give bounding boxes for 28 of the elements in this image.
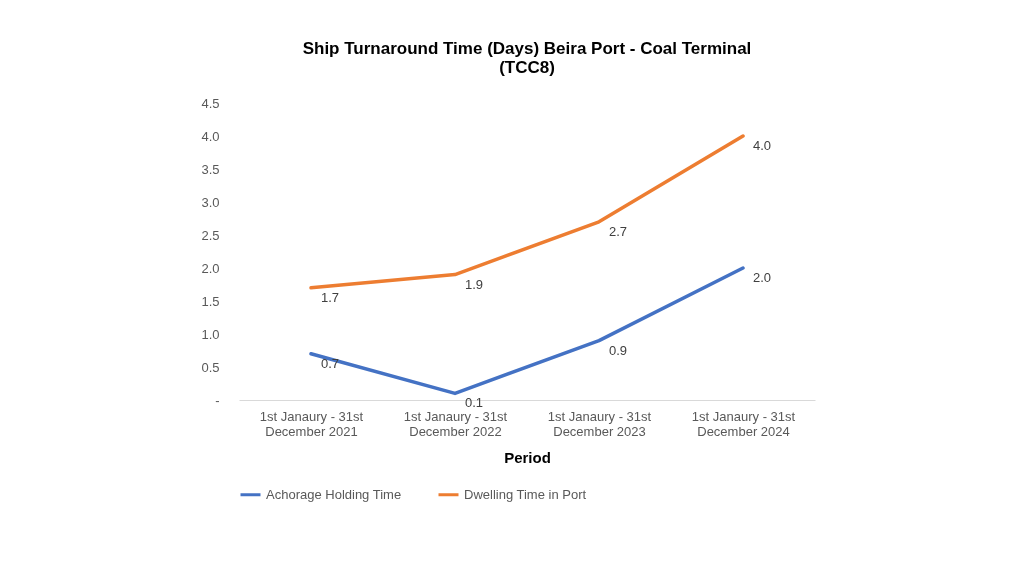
legend-label: Dwelling Time in Port <box>464 486 587 502</box>
y-tick-label: 2.0 <box>201 260 220 276</box>
x-axis-title: Period <box>504 448 551 466</box>
data-label: 4.0 <box>753 138 772 153</box>
y-tick-label: 2.5 <box>201 227 220 243</box>
chart-title: Ship Turnaround Time (Days) Beira Port - Coal Terminal (TCC8) <box>302 39 752 77</box>
data-label: 1.7 <box>321 289 340 305</box>
data-label: 1.9 <box>465 276 484 292</box>
line-series <box>309 134 745 290</box>
line-series <box>309 266 745 396</box>
x-tick-label: 1st Janaury - 31st December 2023 <box>547 408 652 439</box>
data-label: 2.0 <box>753 270 772 285</box>
legend-label: Achorage Holding Time <box>266 486 402 502</box>
data-label: 0.1 <box>465 395 484 411</box>
y-tick-label: 1.0 <box>201 326 220 342</box>
y-tick-label: 3.5 <box>201 161 220 177</box>
y-tick-label: 3.0 <box>201 194 220 210</box>
x-tick-label: 1st Janaury - 31st December 2022 <box>403 408 508 439</box>
data-label: 0.7 <box>321 355 340 371</box>
y-tick-label: - <box>215 392 220 408</box>
y-tick-label: 0.5 <box>201 359 220 375</box>
x-tick-label: 1st Janaury - 31st December 2021 <box>259 408 364 439</box>
y-tick-label: 4.0 <box>201 128 220 144</box>
y-tick-label: 4.5 <box>201 95 220 111</box>
y-tick-label: 1.5 <box>201 293 220 309</box>
data-label: 0.9 <box>609 342 628 358</box>
data-label: 2.7 <box>609 223 628 239</box>
x-tick-label: 1st Janaury - 31st December 2024 <box>691 408 796 439</box>
